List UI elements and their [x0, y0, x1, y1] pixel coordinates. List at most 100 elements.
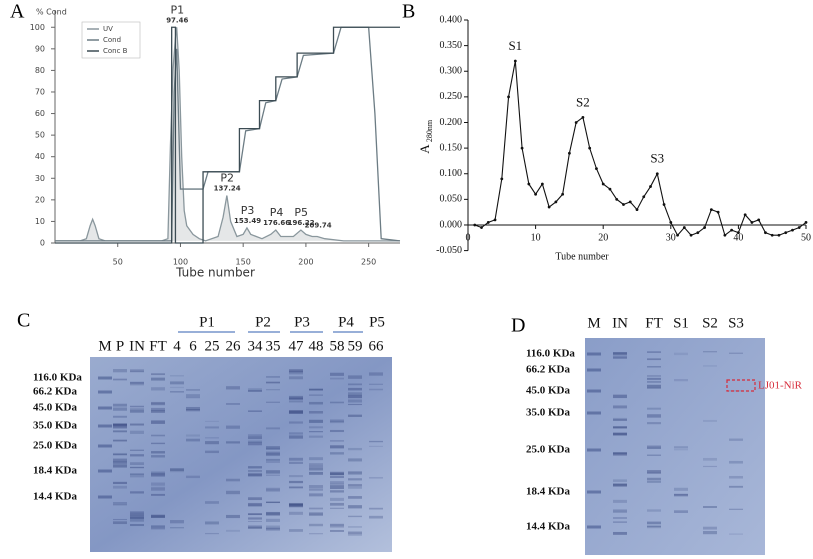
marker-label: 35.0 KDa — [526, 407, 571, 419]
lane-label: 66 — [369, 338, 385, 354]
x-axis-label: Tube number — [555, 251, 609, 262]
band — [309, 401, 323, 405]
lane-label: P — [116, 338, 124, 354]
band — [647, 509, 661, 512]
band — [186, 434, 200, 437]
band — [729, 533, 743, 535]
band — [330, 483, 344, 486]
marker-label: 18.4 KDa — [526, 486, 571, 498]
band — [186, 409, 200, 412]
marker-label: 18.4 KDa — [33, 465, 78, 477]
band — [703, 526, 717, 530]
band — [647, 445, 661, 449]
band — [613, 531, 627, 535]
band — [248, 470, 262, 472]
band — [130, 491, 144, 494]
data-point — [581, 115, 585, 119]
target-label: LJ01-NiR — [758, 380, 803, 392]
band — [647, 414, 661, 418]
band — [130, 517, 144, 519]
data-point — [709, 208, 713, 212]
band — [170, 468, 184, 473]
data-point — [642, 195, 646, 199]
band — [248, 502, 262, 506]
band — [113, 518, 127, 521]
peak-value: 176.66 — [263, 219, 290, 227]
data-point — [676, 233, 679, 237]
band — [289, 480, 303, 484]
band — [309, 435, 323, 438]
panel-label: A — [10, 1, 25, 23]
band — [113, 502, 127, 504]
band — [309, 513, 323, 516]
data-point — [527, 182, 531, 186]
band — [289, 435, 303, 439]
band — [674, 487, 688, 491]
peak-annotation: S2 — [576, 94, 590, 109]
band — [348, 447, 362, 451]
data-point — [730, 228, 734, 232]
band — [369, 507, 383, 510]
band — [587, 368, 601, 372]
data-point — [540, 182, 544, 186]
band — [151, 515, 165, 518]
band — [113, 521, 127, 525]
band — [309, 389, 323, 391]
data-point — [750, 221, 754, 224]
band — [330, 530, 344, 532]
band — [266, 451, 280, 455]
band — [130, 369, 144, 372]
x-tick-label: 40 — [733, 232, 743, 243]
band — [186, 389, 200, 391]
lane-label: 35 — [266, 338, 281, 354]
band — [226, 478, 240, 482]
band — [309, 488, 323, 491]
band — [113, 452, 127, 456]
lane-label: IN — [612, 315, 628, 331]
band — [113, 453, 127, 456]
x-tick-label: 200 — [298, 258, 313, 267]
band — [613, 352, 627, 355]
y-axis-label: % Cond — [36, 8, 67, 17]
marker-label: 25.0 KDa — [526, 444, 571, 456]
band — [266, 389, 280, 391]
band — [289, 376, 303, 380]
marker-label: 45.0 KDa — [33, 402, 78, 414]
band — [330, 419, 344, 423]
band — [330, 452, 344, 455]
y-tick-label: 0.100 — [440, 168, 463, 179]
data-point — [628, 200, 632, 204]
band — [330, 497, 344, 501]
lane-label: 59 — [348, 338, 363, 354]
band — [674, 494, 688, 497]
band — [186, 406, 200, 410]
marker-label: 14.4 KDa — [33, 491, 78, 503]
band — [266, 381, 280, 384]
data-point — [804, 221, 808, 224]
x-tick-label: 150 — [236, 258, 251, 267]
data-point — [797, 226, 801, 229]
gel-bands — [98, 351, 743, 536]
data-point — [520, 146, 524, 150]
band — [151, 486, 165, 490]
band — [729, 352, 743, 354]
band — [98, 424, 112, 428]
data-point — [716, 210, 720, 214]
lane-label: FT — [149, 338, 167, 354]
band — [266, 488, 280, 492]
group-label: P2 — [255, 314, 271, 330]
band — [369, 372, 383, 376]
band — [266, 461, 280, 463]
x-tick-label: 20 — [598, 232, 608, 243]
band — [248, 472, 262, 476]
band — [113, 460, 127, 464]
y-tick-label: 0 — [40, 239, 45, 248]
band — [266, 448, 280, 450]
band — [348, 458, 362, 462]
data-point — [480, 226, 483, 229]
y-tick-label: 0.200 — [440, 117, 463, 128]
band — [226, 514, 240, 519]
band — [729, 460, 743, 464]
y-tick-label: 40 — [35, 152, 45, 161]
data-point — [770, 233, 774, 237]
